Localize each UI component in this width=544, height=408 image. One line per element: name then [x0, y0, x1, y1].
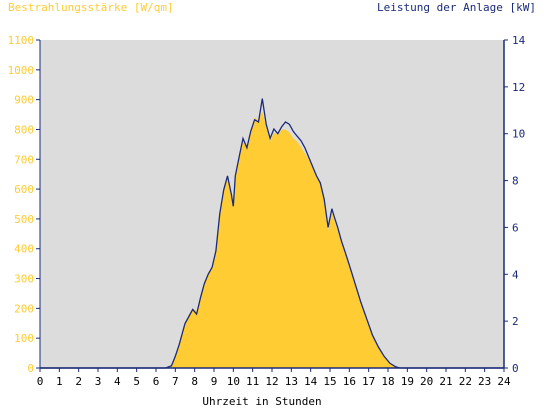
left-tick-label: 400	[14, 243, 34, 256]
x-tick-label: 3	[95, 375, 102, 388]
x-tick-label: 15	[323, 375, 336, 388]
irradiance-area	[165, 111, 406, 368]
right-tick-label: 6	[512, 221, 519, 234]
left-tick-label: 700	[14, 153, 34, 166]
x-tick-label: 21	[439, 375, 452, 388]
x-tick-label: 18	[381, 375, 394, 388]
right-tick-label: 12	[512, 81, 525, 94]
left-tick-label: 800	[14, 123, 34, 136]
right-tick-label: 10	[512, 128, 525, 141]
left-tick-label: 600	[14, 183, 34, 196]
axes-layer: 0100200300400500600700800900100011000246…	[8, 34, 526, 388]
x-tick-label: 6	[153, 375, 160, 388]
left-tick-label: 500	[14, 213, 34, 226]
x-tick-label: 2	[75, 375, 82, 388]
x-tick-label: 12	[265, 375, 278, 388]
left-tick-label: 300	[14, 273, 34, 286]
x-tick-label: 24	[497, 375, 511, 388]
power-line	[40, 98, 504, 369]
x-tick-label: 9	[211, 375, 218, 388]
x-tick-label: 23	[478, 375, 491, 388]
right-tick-label: 0	[512, 362, 519, 375]
left-tick-label: 200	[14, 302, 34, 315]
x-tick-label: 11	[246, 375, 259, 388]
x-tick-label: 17	[362, 375, 375, 388]
x-tick-label: 7	[172, 375, 179, 388]
left-tick-label: 0	[27, 362, 34, 375]
left-tick-label: 1100	[8, 34, 35, 47]
x-tick-label: 20	[420, 375, 433, 388]
right-tick-label: 14	[512, 34, 526, 47]
x-tick-label: 5	[133, 375, 140, 388]
right-axis-title: Leistung der Anlage [kW]	[377, 1, 536, 14]
x-tick-label: 4	[114, 375, 121, 388]
x-tick-label: 19	[401, 375, 414, 388]
series-layer	[40, 98, 504, 369]
left-tick-label: 900	[14, 94, 34, 107]
x-tick-label: 1	[56, 375, 63, 388]
left-tick-label: 100	[14, 332, 34, 345]
right-tick-label: 4	[512, 268, 519, 281]
left-tick-label: 1000	[8, 64, 35, 77]
left-axis-title: Bestrahlungsstärke [W/qm]	[8, 1, 174, 14]
x-axis-title: Uhrzeit in Stunden	[202, 395, 321, 408]
x-tick-label: 22	[459, 375, 472, 388]
right-tick-label: 8	[512, 175, 519, 188]
x-tick-label: 10	[227, 375, 240, 388]
x-tick-label: 0	[37, 375, 44, 388]
x-tick-label: 16	[343, 375, 356, 388]
x-tick-label: 14	[304, 375, 318, 388]
x-tick-label: 13	[285, 375, 298, 388]
right-tick-label: 2	[512, 315, 519, 328]
x-tick-label: 8	[191, 375, 198, 388]
